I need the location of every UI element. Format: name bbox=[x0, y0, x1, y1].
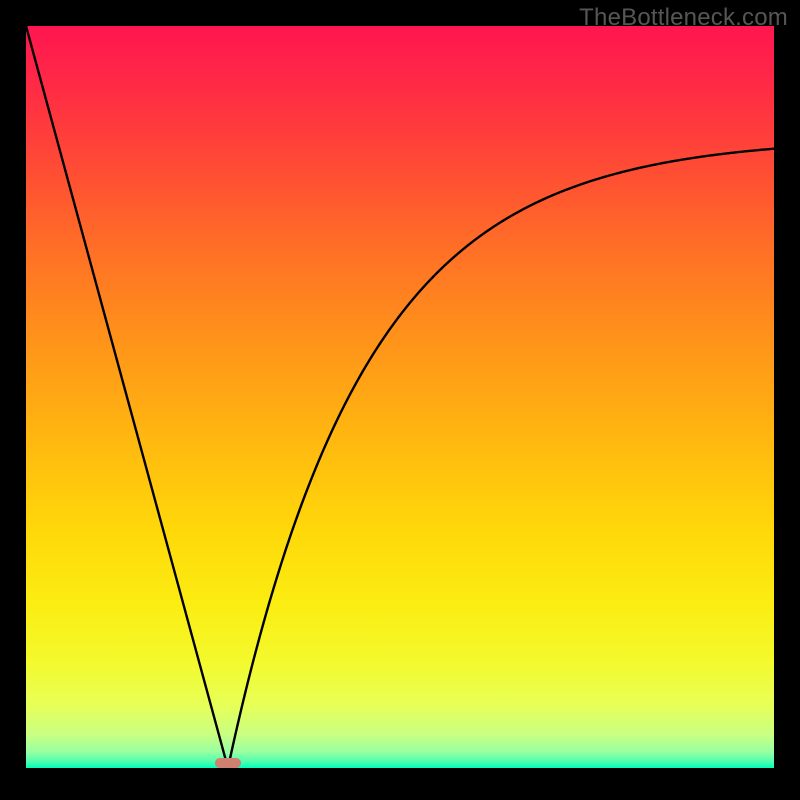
chart-container: TheBottleneck.com bbox=[0, 0, 800, 800]
bottleneck-chart bbox=[0, 0, 800, 800]
optimal-point-marker bbox=[215, 758, 241, 768]
chart-background bbox=[26, 26, 774, 768]
